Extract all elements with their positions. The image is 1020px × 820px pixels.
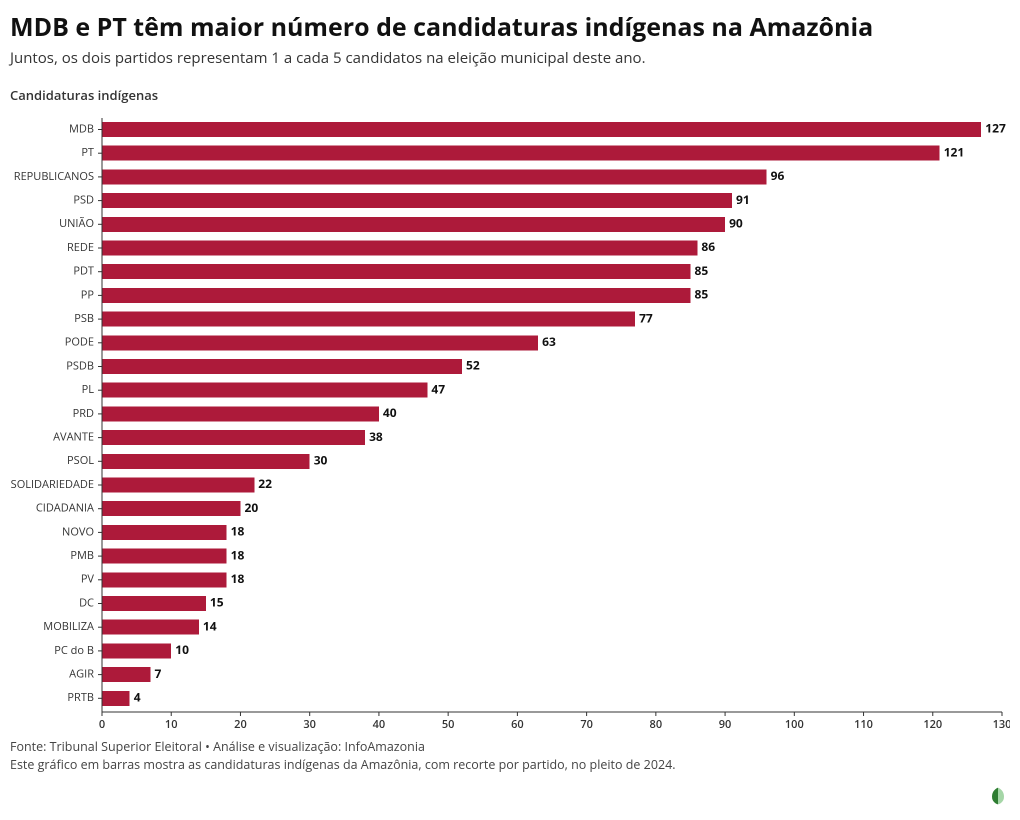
bar-chart: MDB 127 PT 121 REPUBLICANOS 96 PSD 91 UNIÃO 90 RED… bbox=[10, 112, 1010, 730]
x-tick-label: 60 bbox=[511, 717, 524, 730]
value-label: 4 bbox=[134, 689, 141, 706]
category-label: DC bbox=[79, 595, 94, 610]
category-label: PT bbox=[81, 145, 94, 160]
value-label: 90 bbox=[729, 215, 743, 232]
value-label: 96 bbox=[771, 167, 785, 184]
bar bbox=[102, 572, 227, 587]
value-label: 63 bbox=[542, 333, 556, 350]
bar bbox=[102, 146, 940, 161]
chart-subtitle: Juntos, os dois partidos representam 1 a… bbox=[10, 48, 1010, 68]
bar bbox=[102, 667, 150, 682]
x-tick-label: 110 bbox=[854, 717, 873, 730]
value-label: 18 bbox=[231, 570, 245, 587]
category-label: NOVO bbox=[62, 524, 94, 539]
value-label: 40 bbox=[383, 404, 397, 421]
value-label: 38 bbox=[369, 428, 383, 445]
chart-legend: Candidaturas indígenas bbox=[10, 86, 1010, 104]
bar bbox=[102, 643, 171, 658]
bar bbox=[102, 596, 206, 611]
value-label: 86 bbox=[701, 238, 715, 255]
value-label: 47 bbox=[431, 380, 445, 397]
category-label: PL bbox=[82, 382, 95, 397]
footer-source: Fonte: Tribunal Superior Eleitoral • Aná… bbox=[10, 738, 1010, 756]
category-label: PP bbox=[81, 287, 95, 302]
x-tick-label: 100 bbox=[785, 717, 804, 730]
bar bbox=[102, 359, 462, 374]
category-label: PV bbox=[81, 572, 95, 587]
category-label: PMB bbox=[70, 548, 94, 563]
bar bbox=[102, 478, 254, 493]
bar bbox=[102, 691, 130, 706]
x-tick-label: 30 bbox=[303, 717, 316, 730]
bar bbox=[102, 525, 227, 540]
chart-footer: Fonte: Tribunal Superior Eleitoral • Aná… bbox=[10, 738, 1010, 773]
category-label: PRTB bbox=[67, 690, 94, 705]
bar bbox=[102, 383, 427, 398]
value-label: 85 bbox=[694, 262, 708, 279]
x-tick-label: 80 bbox=[650, 717, 663, 730]
x-tick-label: 130 bbox=[993, 717, 1010, 730]
bar bbox=[102, 288, 690, 303]
category-label: CIDADANIA bbox=[36, 501, 94, 516]
x-tick-label: 90 bbox=[719, 717, 732, 730]
category-label: PSD bbox=[73, 193, 94, 208]
value-label: 91 bbox=[736, 191, 750, 208]
bar bbox=[102, 620, 199, 635]
value-label: 77 bbox=[639, 309, 653, 326]
bar bbox=[102, 335, 538, 350]
footer-description: Este gráfico em barras mostra as candida… bbox=[10, 756, 1010, 774]
bar bbox=[102, 193, 732, 208]
value-label: 121 bbox=[944, 143, 965, 160]
bar bbox=[102, 430, 365, 445]
value-label: 18 bbox=[231, 546, 245, 563]
x-tick-label: 120 bbox=[923, 717, 942, 730]
category-label: SOLIDARIEDADE bbox=[11, 477, 94, 492]
value-label: 85 bbox=[694, 286, 708, 303]
category-label: PSB bbox=[74, 311, 94, 326]
x-tick-label: 0 bbox=[99, 717, 105, 730]
category-label: REDE bbox=[67, 240, 94, 255]
value-label: 10 bbox=[175, 641, 189, 658]
category-label: PDT bbox=[73, 264, 94, 279]
bar bbox=[102, 501, 240, 516]
category-label: PSOL bbox=[67, 453, 94, 468]
value-label: 7 bbox=[154, 665, 161, 682]
category-label: REPUBLICANOS bbox=[14, 169, 94, 184]
category-label: PC do B bbox=[54, 643, 94, 658]
category-label: AVANTE bbox=[53, 430, 94, 445]
category-label: MDB bbox=[69, 121, 94, 136]
bar bbox=[102, 241, 697, 256]
value-label: 20 bbox=[244, 499, 258, 516]
value-label: 30 bbox=[314, 452, 328, 469]
bar bbox=[102, 454, 310, 469]
category-label: AGIR bbox=[69, 667, 94, 682]
category-label: PRD bbox=[73, 406, 94, 421]
leaf-icon bbox=[988, 786, 1008, 806]
bar bbox=[102, 122, 981, 137]
bar bbox=[102, 406, 379, 421]
category-label: MOBILIZA bbox=[43, 619, 94, 634]
x-tick-label: 40 bbox=[373, 717, 386, 730]
value-label: 15 bbox=[210, 594, 224, 611]
chart-title: MDB e PT têm maior número de candidatura… bbox=[10, 12, 1010, 42]
value-label: 18 bbox=[231, 523, 245, 540]
x-tick-label: 50 bbox=[442, 717, 455, 730]
value-label: 127 bbox=[985, 120, 1006, 137]
x-tick-label: 10 bbox=[165, 717, 178, 730]
bar bbox=[102, 169, 767, 184]
x-tick-label: 20 bbox=[234, 717, 247, 730]
value-label: 22 bbox=[258, 475, 272, 492]
value-label: 52 bbox=[466, 357, 480, 374]
value-label: 14 bbox=[203, 617, 217, 634]
category-label: PSDB bbox=[66, 358, 94, 373]
category-label: PODE bbox=[65, 335, 94, 350]
x-tick-label: 70 bbox=[580, 717, 593, 730]
bar bbox=[102, 549, 227, 564]
bar bbox=[102, 312, 635, 327]
category-label: UNIÃO bbox=[59, 216, 94, 231]
bar bbox=[102, 264, 690, 279]
bar bbox=[102, 217, 725, 232]
